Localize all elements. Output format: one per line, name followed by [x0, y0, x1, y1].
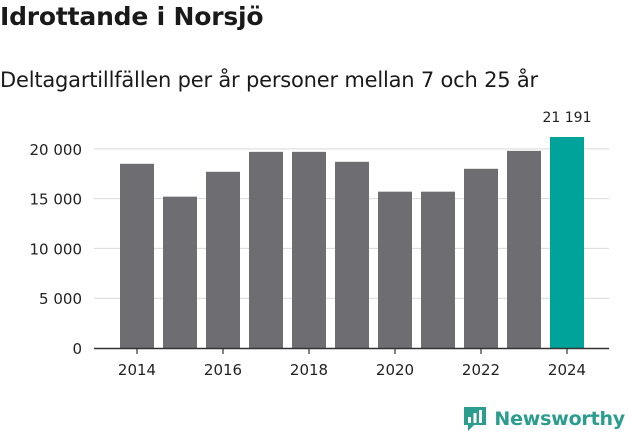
bar-2024 — [550, 137, 584, 348]
bar-2017 — [249, 151, 283, 348]
newsworthy-logo-icon — [464, 407, 487, 431]
bar-2021 — [421, 191, 455, 348]
chart-subtitle: Deltagartillfällen per år personer mella… — [0, 68, 538, 92]
bar-2023 — [507, 150, 541, 348]
bar-2015 — [163, 196, 197, 348]
x-tick-label: 2016 — [204, 361, 242, 379]
x-tick-label: 2022 — [462, 361, 500, 379]
x-tick-label: 2014 — [118, 361, 156, 379]
chart-title: Idrottande i Norsjö — [0, 2, 264, 31]
y-tick-label: 10 000 — [30, 240, 83, 258]
x-tick-label: 2024 — [548, 361, 586, 379]
highlight-value-label: 21 191 — [543, 110, 592, 126]
bar-chart: 0 5 000 10 000 15 000 20 000 21 191 2014 2016 20… — [30, 110, 609, 379]
y-tick-label: 15 000 — [30, 191, 83, 209]
x-tick-label: 2018 — [290, 361, 328, 379]
y-tick-label: 0 — [72, 340, 82, 358]
newsworthy-logo: Newsworthy — [462, 405, 625, 433]
newsworthy-logo-text: Newsworthy — [494, 408, 625, 430]
y-tick-label: 20 000 — [30, 141, 83, 159]
bar-2022 — [464, 168, 498, 348]
y-tick-label: 5 000 — [39, 290, 82, 308]
bar-2018 — [292, 151, 326, 348]
bar-2014 — [120, 163, 154, 348]
bar-2016 — [206, 171, 240, 348]
bar-2020 — [378, 191, 412, 348]
x-tick-label: 2020 — [376, 361, 414, 379]
bar-2019 — [335, 161, 369, 348]
